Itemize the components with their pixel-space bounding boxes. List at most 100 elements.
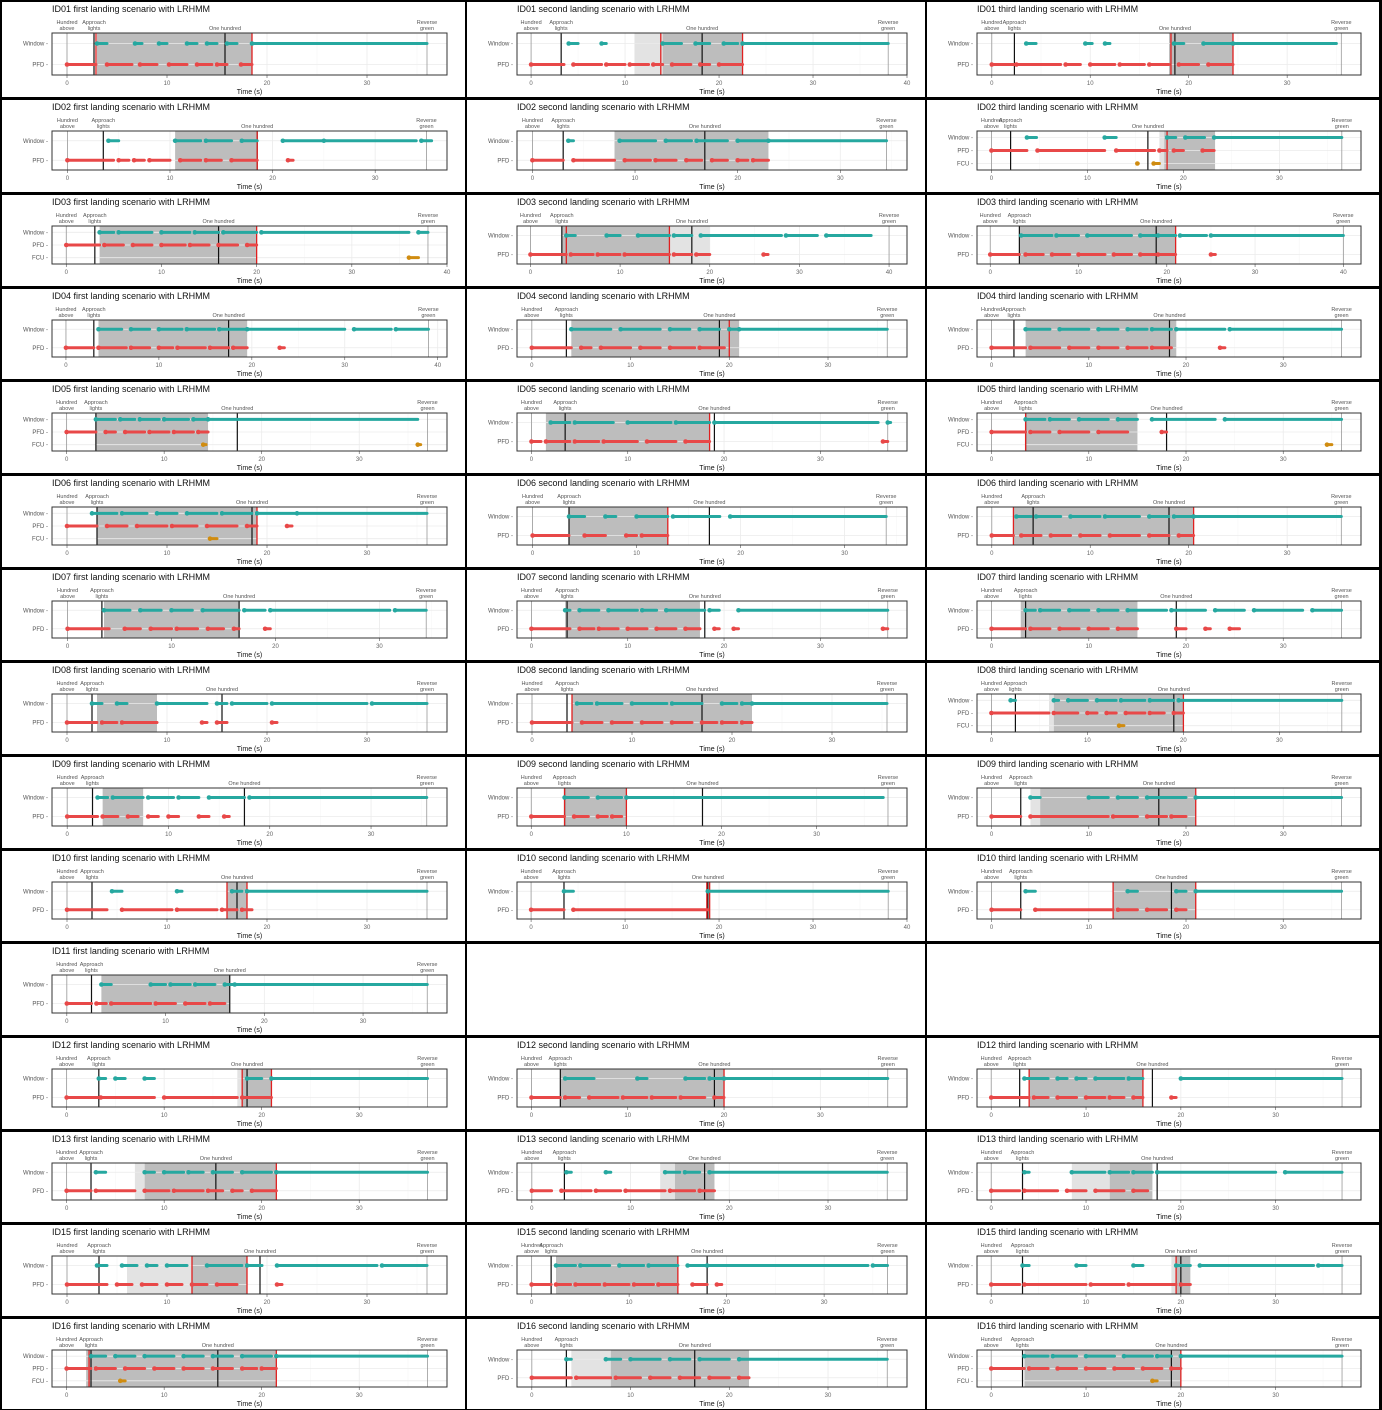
window-segment-start	[564, 233, 569, 238]
plot-border	[51, 693, 448, 733]
chart-panel: ID08 first landing scenario with LRHMM 0 1…	[2, 663, 465, 754]
approach-lights-label: Approach	[549, 1056, 573, 1062]
x-tick-label: 30	[810, 81, 817, 87]
plot-border	[516, 319, 908, 358]
x-tick-label: 0	[531, 551, 535, 557]
hundred-above-label: above	[525, 687, 540, 693]
window-segment-start	[101, 607, 107, 613]
pfd-segment-start	[1227, 626, 1233, 632]
x-axis-label: Time (s)	[237, 933, 262, 940]
pfd-segment-start	[1028, 626, 1033, 632]
shaded-region	[98, 320, 248, 357]
approach-lights-label: Approach	[555, 307, 579, 313]
pfd-segment-start	[1155, 252, 1161, 257]
plot-border	[976, 787, 1362, 827]
plot-border	[51, 881, 448, 920]
chart-panel: ID12 first landing scenario with LRHMM 0 1…	[2, 1038, 465, 1129]
pfd-segment-start	[181, 1366, 186, 1371]
y-axis-label-window: Window -	[23, 42, 48, 48]
chart-title: ID08 third landing scenario with LRHMM	[977, 665, 1138, 675]
chart-panel: ID08 second landing scenario with LRHMM 0…	[467, 663, 925, 754]
pfd-segment-start	[1111, 252, 1117, 257]
pfd-segment-start	[64, 1095, 69, 1100]
window-segment-start	[244, 888, 250, 894]
one-hundred-label: One hundred	[1136, 1062, 1168, 1068]
pfd-segment-start	[174, 626, 180, 632]
fcu-segment-start	[1324, 442, 1330, 447]
timeline-chart: ID08 third landing scenario with LRHMM 0 1…	[948, 665, 1362, 753]
window-segment-start	[721, 41, 727, 46]
window-segment-start	[663, 607, 669, 613]
window-segment-start	[1067, 607, 1072, 613]
window-segment-start	[824, 233, 829, 238]
pfd-segment-start	[989, 814, 994, 819]
chart-panel: ID04 third landing scenario with LRHMM 0 1…	[927, 289, 1379, 379]
window-segment-start	[561, 888, 567, 894]
x-axis-label: Time (s)	[237, 1401, 262, 1408]
x-tick-label: 0	[65, 551, 69, 557]
pfd-segment-start	[571, 814, 577, 819]
pfd-segment-start	[210, 1366, 216, 1371]
timeline-chart: ID04 first landing scenario with LRHMM 0 1…	[23, 291, 448, 378]
window-segment-start	[1251, 607, 1257, 613]
x-tick-label: 20	[248, 363, 255, 369]
y-axis-label-pfd: PFD -	[32, 1096, 48, 1102]
one-hundred-label: One hundred	[200, 1156, 232, 1162]
timeline-chart: ID03 second landing scenario with LRHMM 0…	[488, 197, 908, 285]
y-axis-label-pfd: PFD -	[957, 627, 973, 633]
y-axis-label-window: Window -	[23, 1170, 48, 1176]
pfd-segment-start	[221, 814, 227, 819]
window-segment-start	[604, 233, 609, 238]
pfd-segment-start	[989, 626, 994, 632]
pfd-segment-start	[667, 345, 673, 351]
approach-lights-label: Approach	[551, 118, 575, 124]
window-segment-start	[94, 1263, 100, 1268]
x-tick-label: 30	[825, 1393, 832, 1399]
window-segment-start	[562, 795, 567, 800]
x-tick-label: 30	[364, 81, 371, 87]
fcu-segment-start	[1116, 723, 1122, 728]
pfd-segment-start	[988, 1366, 994, 1371]
hundred-above-label: above	[984, 1156, 999, 1162]
x-tick-label: 10	[1075, 270, 1082, 276]
chart-panel: ID07 second landing scenario with LRHMM 0…	[467, 570, 925, 660]
y-axis-label-window: Window -	[488, 139, 513, 145]
x-tick-label: 0	[990, 738, 994, 744]
pfd-segment-start	[750, 157, 756, 163]
pfd-segment-start	[1067, 345, 1072, 351]
x-tick-label: 20	[726, 363, 733, 369]
pfd-segment-start	[529, 720, 535, 725]
x-axis-label: Time (s)	[237, 1027, 262, 1034]
pfd-segment-start	[1123, 710, 1129, 716]
window-segment-start	[269, 701, 275, 706]
shaded-region	[1169, 33, 1233, 75]
x-tick-label: 30	[825, 1206, 832, 1212]
light-shaded-region	[634, 33, 663, 75]
chart-title: ID12 second landing scenario with LRHMM	[517, 1040, 690, 1050]
pfd-segment-start	[169, 523, 175, 529]
pfd-segment-start	[530, 157, 535, 163]
pfd-segment-start	[697, 1188, 702, 1194]
window-segment-start	[110, 795, 116, 800]
window-segment-start	[1054, 233, 1059, 238]
window-segment-start	[783, 233, 789, 238]
window-segment-start	[635, 233, 641, 238]
window-segment-start	[660, 41, 665, 46]
hundred-above-label: above	[984, 124, 999, 130]
window-segment-start	[1191, 514, 1196, 519]
one-hundred-label: One hundred	[213, 313, 245, 319]
y-axis-label-window: Window -	[23, 1264, 48, 1270]
window-segment-start	[1096, 326, 1101, 332]
window-segment-start	[192, 982, 198, 987]
pfd-segment-start	[207, 1001, 213, 1006]
window-segment-start	[144, 1263, 150, 1268]
approach-lights-label: lights	[559, 406, 572, 412]
pfd-segment-start	[1147, 710, 1153, 716]
plot-border	[51, 1068, 448, 1108]
pfd-segment-start	[571, 907, 576, 913]
window-segment-start	[606, 607, 611, 613]
y-axis-label-fcu: FCU -	[957, 724, 973, 730]
approach-lights-label: Approach	[1008, 213, 1032, 219]
pfd-segment-start	[1147, 62, 1152, 67]
x-tick-label: 0	[64, 363, 68, 369]
